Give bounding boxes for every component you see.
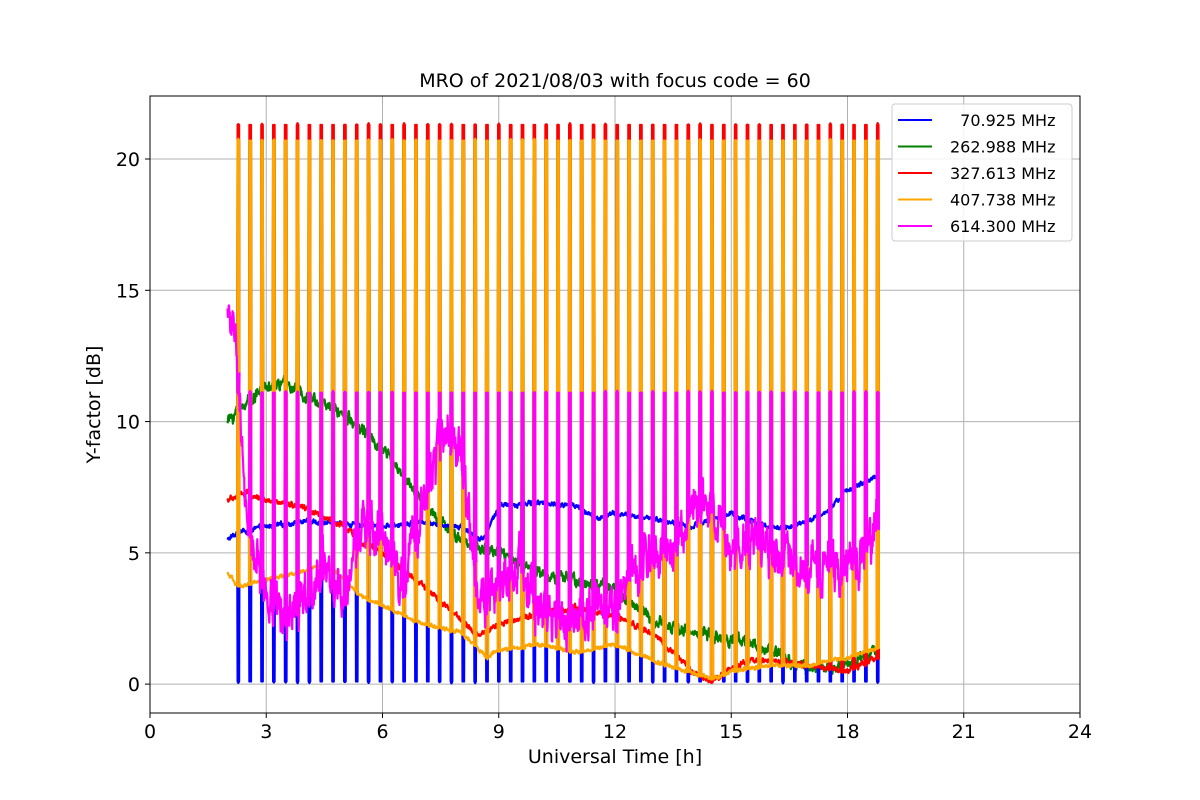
series-layer <box>226 122 880 685</box>
y-tick-label: 0 <box>128 674 140 696</box>
y-tick-label: 5 <box>128 543 140 565</box>
legend-label: 262.988 MHz <box>950 138 1055 157</box>
legend-box <box>891 103 1073 242</box>
legend: 70.925 MHz 262.988 MHz 327.613 MHz 407.738 … <box>891 103 1073 242</box>
series-line-614-300-mhz <box>226 304 880 653</box>
x-tick-label: 0 <box>144 721 156 743</box>
chart-title: MRO of 2021/08/03 with focus code = 60 <box>419 70 811 92</box>
x-tick-label: 6 <box>376 721 388 743</box>
legend-label: 327.613 MHz <box>950 164 1055 183</box>
legend-label: 70.925 MHz <box>950 111 1055 130</box>
x-tick-label: 18 <box>835 721 859 743</box>
axis-ticks: 0 3 6 9 12 15 18 21 24 0 5 10 15 20 <box>116 149 1092 743</box>
y-tick-label: 15 <box>116 280 140 302</box>
x-tick-label: 3 <box>260 721 272 743</box>
x-tick-label: 12 <box>603 721 627 743</box>
series-line-407-738-mhz <box>226 137 880 681</box>
x-tick-label: 21 <box>952 721 976 743</box>
y-tick-label: 10 <box>116 412 140 434</box>
y-axis-label: Y-factor [dB] <box>83 346 105 465</box>
x-tick-label: 24 <box>1068 721 1092 743</box>
legend-label: 407.738 MHz <box>950 191 1055 210</box>
x-tick-label: 9 <box>493 721 505 743</box>
legend-label: 614.300 MHz <box>950 217 1055 236</box>
x-axis-label: Universal Time [h] <box>528 746 702 768</box>
y-tick-label: 20 <box>116 149 140 171</box>
x-tick-label: 15 <box>719 721 743 743</box>
